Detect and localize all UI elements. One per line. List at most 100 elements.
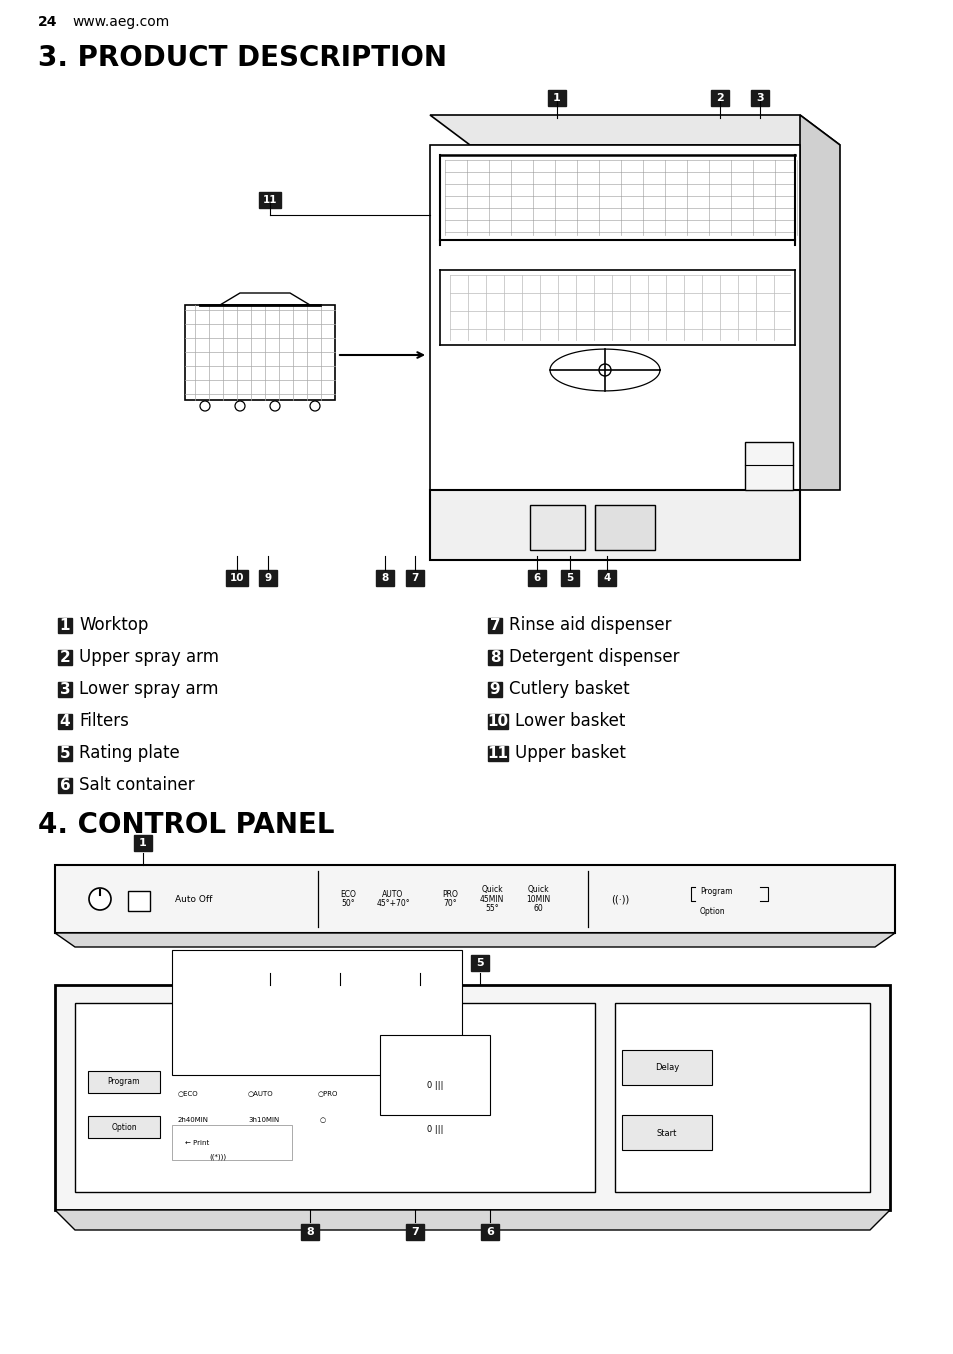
FancyBboxPatch shape bbox=[58, 681, 71, 696]
FancyBboxPatch shape bbox=[58, 650, 71, 665]
Bar bbox=[128, 891, 150, 911]
Text: 11: 11 bbox=[262, 195, 277, 204]
FancyBboxPatch shape bbox=[258, 570, 276, 586]
Text: 9: 9 bbox=[489, 681, 499, 696]
Text: Start: Start bbox=[656, 1128, 677, 1137]
Text: 3: 3 bbox=[335, 959, 343, 968]
Text: 1: 1 bbox=[139, 838, 147, 848]
FancyBboxPatch shape bbox=[471, 955, 489, 971]
FancyBboxPatch shape bbox=[406, 570, 423, 586]
Text: 6: 6 bbox=[533, 573, 540, 584]
FancyBboxPatch shape bbox=[406, 1224, 423, 1240]
FancyBboxPatch shape bbox=[58, 746, 71, 761]
Text: ← Print: ← Print bbox=[185, 1140, 209, 1145]
FancyBboxPatch shape bbox=[258, 192, 281, 209]
Text: 3: 3 bbox=[60, 681, 71, 696]
Text: ((·)): ((·)) bbox=[610, 894, 628, 904]
FancyBboxPatch shape bbox=[58, 777, 71, 792]
Bar bbox=[55, 984, 889, 1210]
Text: Program: Program bbox=[700, 887, 732, 895]
Text: 3. PRODUCT DESCRIPTION: 3. PRODUCT DESCRIPTION bbox=[38, 43, 447, 72]
Bar bbox=[88, 1116, 160, 1137]
Text: 8: 8 bbox=[381, 573, 388, 584]
Text: 4: 4 bbox=[602, 573, 610, 584]
Text: 5: 5 bbox=[60, 746, 71, 761]
Text: 4: 4 bbox=[416, 959, 423, 968]
Text: 5: 5 bbox=[476, 959, 483, 968]
FancyBboxPatch shape bbox=[301, 1224, 318, 1240]
Text: 11: 11 bbox=[487, 746, 508, 761]
Text: Auto Off: Auto Off bbox=[174, 895, 213, 903]
Text: 7: 7 bbox=[411, 573, 418, 584]
Circle shape bbox=[270, 401, 280, 412]
Text: 1: 1 bbox=[553, 93, 560, 103]
Text: 8: 8 bbox=[489, 650, 499, 665]
FancyBboxPatch shape bbox=[527, 570, 545, 586]
Bar bbox=[172, 1125, 292, 1160]
Text: ○PRO: ○PRO bbox=[317, 1090, 338, 1095]
Text: Program: Program bbox=[108, 1078, 140, 1086]
FancyBboxPatch shape bbox=[547, 89, 565, 106]
Circle shape bbox=[200, 401, 210, 412]
Bar bbox=[621, 1114, 711, 1150]
Text: 2: 2 bbox=[716, 93, 723, 103]
Bar bbox=[88, 1071, 160, 1093]
Text: 3: 3 bbox=[756, 93, 763, 103]
Text: 7: 7 bbox=[411, 1227, 418, 1238]
Circle shape bbox=[89, 888, 111, 910]
Text: 8: 8 bbox=[306, 1227, 314, 1238]
Bar bbox=[615, 1003, 869, 1192]
Text: ○AUTO: ○AUTO bbox=[248, 1090, 274, 1095]
FancyBboxPatch shape bbox=[750, 89, 768, 106]
FancyBboxPatch shape bbox=[133, 835, 152, 852]
FancyBboxPatch shape bbox=[488, 714, 507, 728]
FancyBboxPatch shape bbox=[710, 89, 728, 106]
Text: 6: 6 bbox=[59, 777, 71, 792]
Polygon shape bbox=[185, 305, 335, 399]
Text: Upper basket: Upper basket bbox=[515, 743, 625, 762]
Bar bbox=[530, 505, 584, 550]
Text: Option: Option bbox=[700, 906, 725, 915]
Text: ((*))): ((*))) bbox=[210, 1154, 226, 1160]
Text: 4: 4 bbox=[60, 714, 71, 728]
Text: Lower spray arm: Lower spray arm bbox=[79, 680, 218, 699]
Text: Rinse aid dispenser: Rinse aid dispenser bbox=[509, 616, 671, 634]
Text: 5: 5 bbox=[566, 573, 573, 584]
Text: Quick
10MIN
60: Quick 10MIN 60 bbox=[525, 884, 550, 913]
FancyBboxPatch shape bbox=[331, 955, 349, 971]
FancyBboxPatch shape bbox=[488, 650, 501, 665]
FancyBboxPatch shape bbox=[488, 746, 507, 761]
Text: www.aeg.com: www.aeg.com bbox=[71, 15, 169, 28]
FancyBboxPatch shape bbox=[598, 570, 616, 586]
Polygon shape bbox=[430, 490, 800, 561]
FancyBboxPatch shape bbox=[411, 955, 429, 971]
Text: Cutlery basket: Cutlery basket bbox=[509, 680, 629, 699]
Text: Quick
45MIN
55°: Quick 45MIN 55° bbox=[479, 884, 503, 913]
FancyBboxPatch shape bbox=[480, 1224, 498, 1240]
Text: Filters: Filters bbox=[79, 712, 129, 730]
FancyBboxPatch shape bbox=[560, 570, 578, 586]
Bar bbox=[595, 505, 655, 550]
Text: 2h40MIN: 2h40MIN bbox=[178, 1117, 209, 1122]
Text: 0 |||: 0 ||| bbox=[426, 1080, 443, 1090]
Text: 6: 6 bbox=[485, 1227, 494, 1238]
Text: Lower basket: Lower basket bbox=[515, 712, 625, 730]
FancyBboxPatch shape bbox=[375, 570, 394, 586]
Circle shape bbox=[234, 401, 245, 412]
Bar bbox=[75, 1003, 595, 1192]
Text: AUTO
45°+70°: AUTO 45°+70° bbox=[375, 890, 410, 909]
Polygon shape bbox=[55, 865, 894, 933]
Text: 7: 7 bbox=[489, 617, 499, 632]
Text: ○: ○ bbox=[319, 1117, 326, 1122]
Polygon shape bbox=[430, 145, 800, 490]
Bar bbox=[379, 1034, 490, 1114]
Text: ECO
50°: ECO 50° bbox=[339, 890, 355, 909]
Text: 3h10MIN: 3h10MIN bbox=[248, 1117, 279, 1122]
Text: Worktop: Worktop bbox=[79, 616, 149, 634]
Circle shape bbox=[310, 401, 319, 412]
Circle shape bbox=[598, 364, 610, 376]
Text: Salt container: Salt container bbox=[79, 776, 194, 793]
FancyBboxPatch shape bbox=[226, 570, 248, 586]
Text: PRO
70°: PRO 70° bbox=[441, 890, 457, 909]
Text: Detergent dispenser: Detergent dispenser bbox=[509, 649, 679, 666]
